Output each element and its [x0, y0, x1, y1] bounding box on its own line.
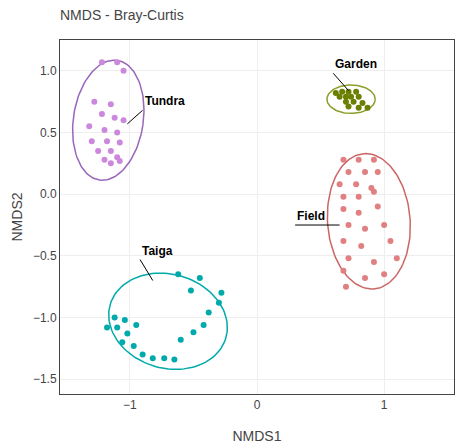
- svg-text:NMDS1: NMDS1: [232, 428, 281, 444]
- svg-text:−0.5: −0.5: [33, 249, 57, 263]
- svg-text:NMDS - Bray-Curtis: NMDS - Bray-Curtis: [60, 7, 184, 23]
- svg-text:Tundra: Tundra: [145, 94, 185, 108]
- svg-text:−1.5: −1.5: [33, 372, 57, 386]
- svg-text:1.0: 1.0: [40, 64, 57, 78]
- svg-text:Taiga: Taiga: [142, 244, 173, 258]
- svg-text:Garden: Garden: [335, 57, 377, 71]
- svg-text:0.0: 0.0: [40, 187, 57, 201]
- svg-text:0.5: 0.5: [40, 126, 57, 140]
- svg-text:NMDS2: NMDS2: [9, 192, 25, 241]
- svg-text:−1.0: −1.0: [33, 311, 57, 325]
- svg-text:−1: −1: [123, 398, 137, 412]
- svg-text:1: 1: [381, 398, 388, 412]
- svg-text:0: 0: [254, 398, 261, 412]
- svg-text:Field: Field: [297, 209, 325, 223]
